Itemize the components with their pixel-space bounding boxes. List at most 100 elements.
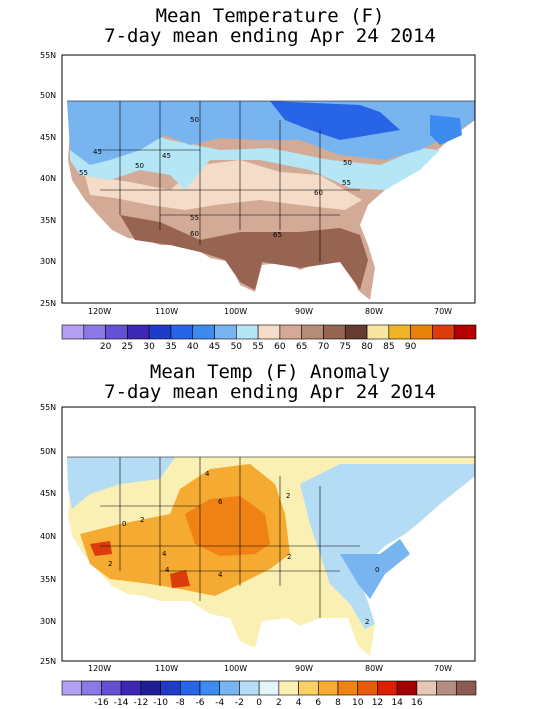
colorbar-label: 45 (209, 342, 220, 352)
panel2-contour-label: 2 (108, 560, 112, 568)
panel1-contour-label: 55 (190, 214, 199, 222)
colorbar-label: -12 (134, 698, 149, 708)
panel2-state-lines (67, 456, 475, 618)
colorbar-label: -4 (215, 698, 224, 708)
panel1-contour-label: 50 (135, 162, 144, 170)
panel2-lon-label: 110W (155, 664, 178, 673)
panel2-lat-label: 55N (40, 404, 56, 412)
panel1-contour-label: 50 (343, 159, 352, 167)
panel1-contour-label: 50 (190, 116, 199, 124)
panel1-title-line2: 7-day mean ending Apr 24 2014 (104, 25, 436, 47)
colorbar-swatch (140, 680, 161, 696)
panel2-lat-labels: 55N 50N 45N 40N 35N 30N 25N (40, 404, 56, 666)
panel2-contour-label: 4 (165, 566, 170, 574)
colorbar-swatch (410, 324, 433, 340)
colorbar-swatch (317, 680, 339, 696)
colorbar-swatch (170, 324, 194, 340)
panel2-map: 4 6 2 2 0 2 4 2 4 4 0 2 55N 50N 45N 40N … (40, 404, 476, 673)
panel1-lat-labels: 55N 50N 45N 40N 35N 30N 25N (40, 51, 56, 308)
colorbar-label: 90 (405, 342, 417, 352)
colorbar-label: 65 (296, 342, 307, 352)
panel1-lat-label: 25N (40, 299, 56, 308)
panel2-lat-label: 35N (40, 575, 56, 584)
panel2-map-frame (61, 406, 476, 662)
panel2-title-line2: 7-day mean ending Apr 24 2014 (104, 381, 436, 403)
panel1-region-cold-light (70, 125, 440, 190)
panel1-contour-label: 45 (162, 152, 171, 160)
colorbar-swatch (337, 680, 359, 696)
colorbar-label: -6 (196, 698, 205, 708)
colorbar-label: 70 (318, 342, 330, 352)
colorbar-label: 0 (256, 698, 262, 708)
colorbar-swatch (219, 680, 240, 696)
panel1-colorbar: 20 25 30 35 40 45 50 55 60 65 70 75 80 85 90 (61, 324, 477, 352)
panel2-region-pos-max-b (170, 570, 190, 588)
colorbar-label: 12 (372, 698, 383, 708)
panel2-lon-label: 80W (365, 664, 383, 673)
panel1-map: 50 45 45 50 55 50 55 60 55 60 65 55N 50N… (40, 51, 476, 316)
colorbar-swatch (120, 680, 142, 696)
colorbar-label: -16 (94, 698, 109, 708)
panel2-lat-label: 25N (40, 657, 56, 666)
colorbar-swatch (366, 324, 390, 340)
colorbar-label: 40 (187, 342, 199, 352)
colorbar-swatch (453, 324, 477, 340)
colorbar-label: 55 (252, 342, 263, 352)
colorbar-swatch (357, 680, 378, 696)
panel1-region-warm-dark (120, 215, 368, 290)
colorbar-swatch (105, 324, 128, 340)
colorbar-swatch (239, 680, 260, 696)
colorbar-swatch (127, 324, 150, 340)
panel2-contour-label: 6 (218, 498, 223, 506)
colorbar-label: 14 (391, 698, 403, 708)
colorbar-label: 35 (165, 342, 176, 352)
panel1-lat-label: 50N (40, 91, 56, 100)
colorbar-label: 6 (315, 698, 321, 708)
panel1-title-line1: Mean Temperature (F) (155, 5, 385, 27)
panel1-contour-label: 60 (314, 189, 323, 197)
panel2-region-neutral-nw (67, 457, 175, 509)
colorbar-label: 75 (340, 342, 351, 352)
panel1-map-frame (61, 54, 476, 304)
panel1-lat-label: 40N (40, 174, 56, 183)
colorbar-swatch (279, 324, 302, 340)
colorbar-swatch (301, 324, 324, 340)
panel1-contour-label: 55 (79, 169, 88, 177)
colorbar-swatch (61, 680, 83, 696)
panel1-lat-label: 55N (40, 51, 56, 60)
colorbar-label: 25 (122, 342, 133, 352)
colorbar-label: -2 (235, 698, 244, 708)
panel2-lon-label: 90W (295, 664, 313, 673)
panel1-lat-label: 35N (40, 216, 56, 225)
panel1-contour-labels: 50 45 45 50 55 50 55 60 55 60 65 (79, 116, 352, 239)
colorbar-label: -10 (153, 698, 168, 708)
panel1-lon-label: 110W (155, 307, 178, 316)
panel2-region-cold-mid (340, 539, 410, 599)
panel1-lon-label: 120W (88, 307, 111, 316)
colorbar-swatch (257, 324, 281, 340)
colorbar-label: 85 (383, 342, 394, 352)
panel2-us-fill (67, 457, 475, 656)
panel1-lon-labels: 120W 110W 100W 90W 80W 70W (88, 307, 452, 316)
panel2-lat-label: 30N (40, 617, 56, 626)
panel2-lon-label: 120W (88, 664, 111, 673)
colorbar-swatch (344, 324, 368, 340)
panel2-contour-label: 2 (286, 492, 290, 500)
colorbar-swatch (416, 680, 437, 696)
panel2-contour-label: 4 (218, 571, 223, 579)
colorbar-swatch (179, 680, 201, 696)
colorbar-swatch (160, 680, 181, 696)
panel2-contour-label: 4 (205, 470, 210, 478)
colorbar-swatch (81, 680, 102, 696)
colorbar-swatch (214, 324, 237, 340)
panel2-title-line1: Mean Temp (F) Anomaly (149, 361, 391, 383)
colorbar-label: -8 (176, 698, 185, 708)
panel2-contour-labels: 4 6 2 2 0 2 4 2 4 4 0 2 (108, 470, 379, 626)
panel2-contour-label: 0 (122, 520, 126, 528)
colorbar-label: 60 (274, 342, 286, 352)
colorbar-swatch (388, 324, 411, 340)
panel2-contour-label: 2 (140, 516, 144, 524)
panel2-lon-label: 100W (224, 664, 247, 673)
colorbar-swatch (258, 680, 280, 696)
panel2-lon-label: 70W (434, 664, 452, 673)
